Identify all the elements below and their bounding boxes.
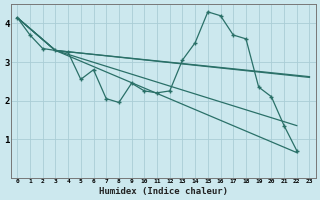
X-axis label: Humidex (Indice chaleur): Humidex (Indice chaleur): [99, 187, 228, 196]
